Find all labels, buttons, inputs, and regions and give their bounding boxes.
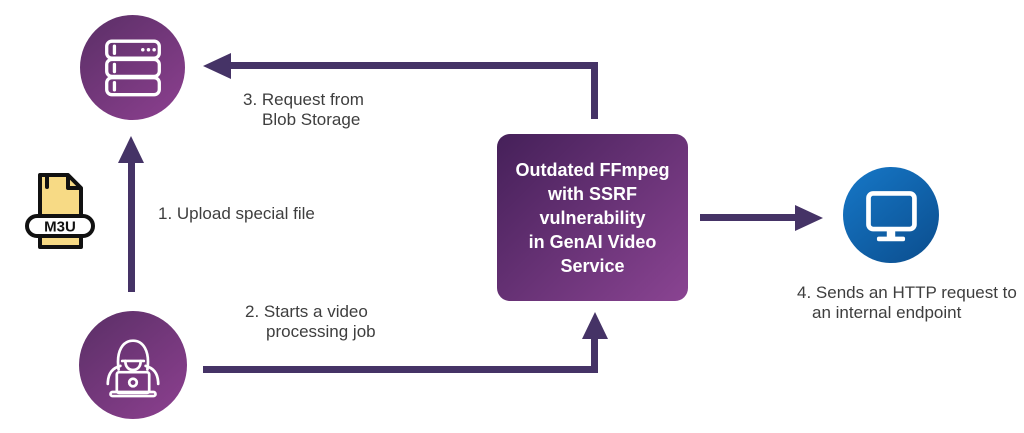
label-step-3: 3. Request from Blob Storage bbox=[243, 90, 364, 129]
service-box: Outdated FFmpeg with SSRF vulnerability … bbox=[497, 134, 688, 301]
label-step-3-line2: Blob Storage bbox=[262, 109, 361, 129]
hacker-icon bbox=[106, 339, 160, 398]
arrow-blob-request-shaft-horizontal bbox=[229, 62, 598, 69]
arrow-blob-request-shaft-vertical bbox=[591, 62, 598, 119]
service-box-line: with SSRF bbox=[548, 183, 637, 204]
label-step-2: 2. Starts a video processing job bbox=[245, 302, 376, 341]
service-box-line: in GenAI Video bbox=[528, 231, 657, 252]
label-step-4-line2: an internal endpoint bbox=[812, 302, 962, 322]
arrow-http-request-shaft bbox=[700, 214, 797, 221]
label-step-4-line1: 4. Sends an HTTP request to bbox=[797, 283, 1017, 302]
monitor-icon bbox=[866, 191, 917, 242]
label-step-3-line1: 3. Request from bbox=[243, 90, 364, 109]
arrow-http-request-head bbox=[795, 204, 823, 231]
service-box-line: vulnerability bbox=[539, 207, 646, 228]
attacker-node bbox=[79, 311, 187, 419]
arrow-start-job-shaft-horizontal bbox=[203, 366, 598, 373]
label-step-2-line1: 2. Starts a video bbox=[245, 302, 368, 321]
internal-endpoint-node bbox=[843, 167, 939, 263]
service-box-line: Outdated FFmpeg bbox=[515, 159, 670, 180]
service-box-line: Service bbox=[560, 255, 625, 276]
arrow-upload-shaft bbox=[128, 161, 135, 292]
arrow-blob-request-head bbox=[203, 53, 231, 79]
m3u-file-icon: M3U bbox=[25, 173, 95, 249]
server-stack-icon bbox=[104, 39, 161, 96]
blob-storage-node bbox=[80, 15, 185, 120]
arrow-upload-head bbox=[118, 136, 144, 163]
label-step-1: 1. Upload special file bbox=[158, 204, 315, 224]
label-step-2-line2: processing job bbox=[266, 321, 376, 341]
arrow-start-job-shaft-vertical bbox=[591, 338, 598, 373]
m3u-badge-text: M3U bbox=[44, 219, 76, 236]
arrow-start-job-head bbox=[581, 312, 608, 339]
label-step-1-line1: 1. Upload special file bbox=[158, 204, 315, 223]
label-step-4: 4. Sends an HTTP request to an internal … bbox=[797, 283, 1017, 322]
